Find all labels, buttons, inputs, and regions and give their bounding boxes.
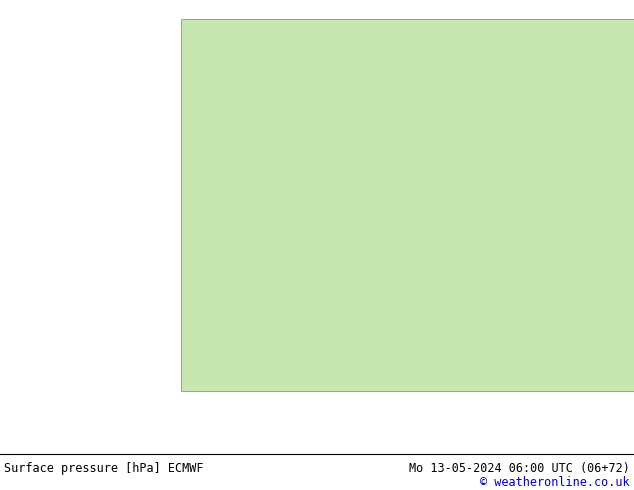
- Text: Mo 13-05-2024 06:00 UTC (06+72): Mo 13-05-2024 06:00 UTC (06+72): [409, 462, 630, 475]
- Text: © weatheronline.co.uk: © weatheronline.co.uk: [481, 476, 630, 489]
- Bar: [181, 19, 634, 391]
- Text: Surface pressure [hPa] ECMWF: Surface pressure [hPa] ECMWF: [4, 462, 204, 475]
